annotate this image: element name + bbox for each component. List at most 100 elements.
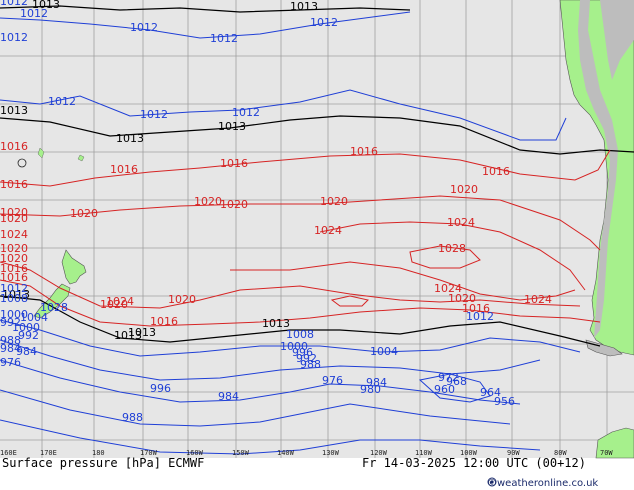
longitude-label: 180 (92, 449, 105, 457)
isobar-label: 1012 (48, 95, 76, 108)
isobar-label: 972 (438, 371, 459, 384)
isobar-line (0, 279, 601, 327)
isobar-label: 1016 (350, 145, 378, 158)
isobar-label: 1024 (106, 295, 134, 308)
isobar-line (0, 319, 581, 357)
isobar-label: 984 (366, 376, 387, 389)
isobar-label: 1013 (290, 0, 318, 13)
longitude-label: 100W (460, 449, 478, 457)
isobar-label: 1008 (0, 292, 28, 305)
isobar-label: 1020 (220, 198, 248, 211)
credit: ©weatheronline.co.uk (487, 478, 598, 489)
isobar-label: 1020 (70, 207, 98, 220)
isobar-label: 960 (434, 383, 455, 396)
longitude-label: 160W (186, 449, 204, 457)
isobar-line (409, 245, 481, 269)
isobar-line (418, 373, 491, 403)
andes-terrain (578, 0, 618, 338)
ocean-background (0, 0, 634, 458)
isobar-label: 1012 (310, 16, 338, 29)
isobar-line (330, 295, 369, 307)
isobar-label: 988 (122, 411, 143, 424)
longitude-label: 140W (277, 449, 295, 457)
isobar-line (0, 261, 581, 309)
isobar-line (0, 295, 601, 347)
isobar-label: 980 (360, 383, 381, 396)
isobar-label: 1016 (0, 262, 28, 275)
isobar-label: 1020 (450, 183, 478, 196)
weatheronline-logo-icon (487, 477, 497, 487)
isobar-label: 1013 (262, 317, 290, 330)
graticule (0, 0, 634, 458)
isobar-label: 1012 (0, 31, 28, 44)
isobar-label: 1012 (232, 106, 260, 119)
isobar-label: 1012 (210, 32, 238, 45)
map-title: Surface pressure [hPa] ECMWF (2, 456, 204, 470)
isobar-label: 1028 (40, 301, 68, 314)
isobar-line (319, 221, 586, 291)
isobar-label: 956 (494, 395, 515, 408)
isobar-label: 1016 (0, 178, 28, 191)
isobar-label: 1013 (0, 104, 28, 117)
isobar-label: 1024 (524, 293, 552, 306)
isobar-line (0, 195, 601, 251)
isobar-line (0, 419, 541, 455)
isobar-label: 1024 (314, 224, 342, 237)
isobar-label: 968 (446, 375, 467, 388)
isobar-line (0, 389, 511, 427)
isobar-label: 1000 (280, 340, 308, 353)
isobar-label: 1012 (0, 282, 28, 295)
isobar-label: 984 (0, 342, 21, 355)
isobar-label: 1000 (0, 308, 28, 321)
isobar-label: 1016 (220, 157, 248, 170)
longitude-label: 150W (232, 449, 250, 457)
longitude-label: 160E (0, 449, 17, 457)
isobar-label: 1020 (194, 195, 222, 208)
isobar-label: 1004 (20, 311, 48, 324)
isobar-label: 1013 (128, 326, 156, 339)
isobar-label: 1020 (0, 206, 28, 219)
isobar-label: 1020 (320, 195, 348, 208)
isobar-lines (0, 5, 634, 455)
isobar-label: 984 (16, 345, 37, 358)
tierra-del-fuego (585, 339, 623, 357)
isobar-label: 1016 (150, 315, 178, 328)
isobar-label: 1004 (370, 345, 398, 358)
isobar-label: 996 (150, 382, 171, 395)
isobar-label: 1012 (466, 310, 494, 323)
isobar-label: 1024 (434, 282, 462, 295)
isobar-label: 1000 (12, 321, 40, 334)
isobar-label: 1012 (20, 7, 48, 20)
isobar-label: 1020 (0, 242, 28, 255)
antarctic-peninsula (595, 427, 634, 459)
isobar-label: 984 (218, 390, 239, 403)
isobar-label: 1013 (2, 288, 30, 301)
isobar-line (0, 11, 411, 39)
island (37, 147, 45, 159)
isobar-label: 1013 (116, 132, 144, 145)
isobar-label: 1024 (447, 216, 475, 229)
isobar-label: 1012 (0, 0, 28, 8)
longitude-label: 70W (600, 449, 613, 457)
isobar-label: 1016 (482, 165, 510, 178)
isobar-label: 1020 (0, 212, 28, 225)
isobar-label: 988 (300, 358, 321, 371)
isobar-label: 1016 (110, 163, 138, 176)
isobar-label: 1013 (114, 329, 142, 342)
isobar-line (0, 5, 411, 13)
isobar-label: 996 (292, 346, 313, 359)
isobar-line (0, 149, 611, 187)
longitude-label: 110W (415, 449, 433, 457)
footer-background (0, 458, 634, 490)
isobar-label: 1012 (130, 21, 158, 34)
longitude-label: 130W (322, 449, 340, 457)
isobar-label: 1028 (438, 242, 466, 255)
isobar-label: 1016 (0, 140, 28, 153)
isobar-label: 1020 (100, 298, 128, 311)
isobar-label: 1016 (0, 271, 28, 284)
isobar-line (0, 89, 567, 141)
isobar-label: 992 (0, 316, 21, 329)
isobar-label: 1012 (140, 108, 168, 121)
